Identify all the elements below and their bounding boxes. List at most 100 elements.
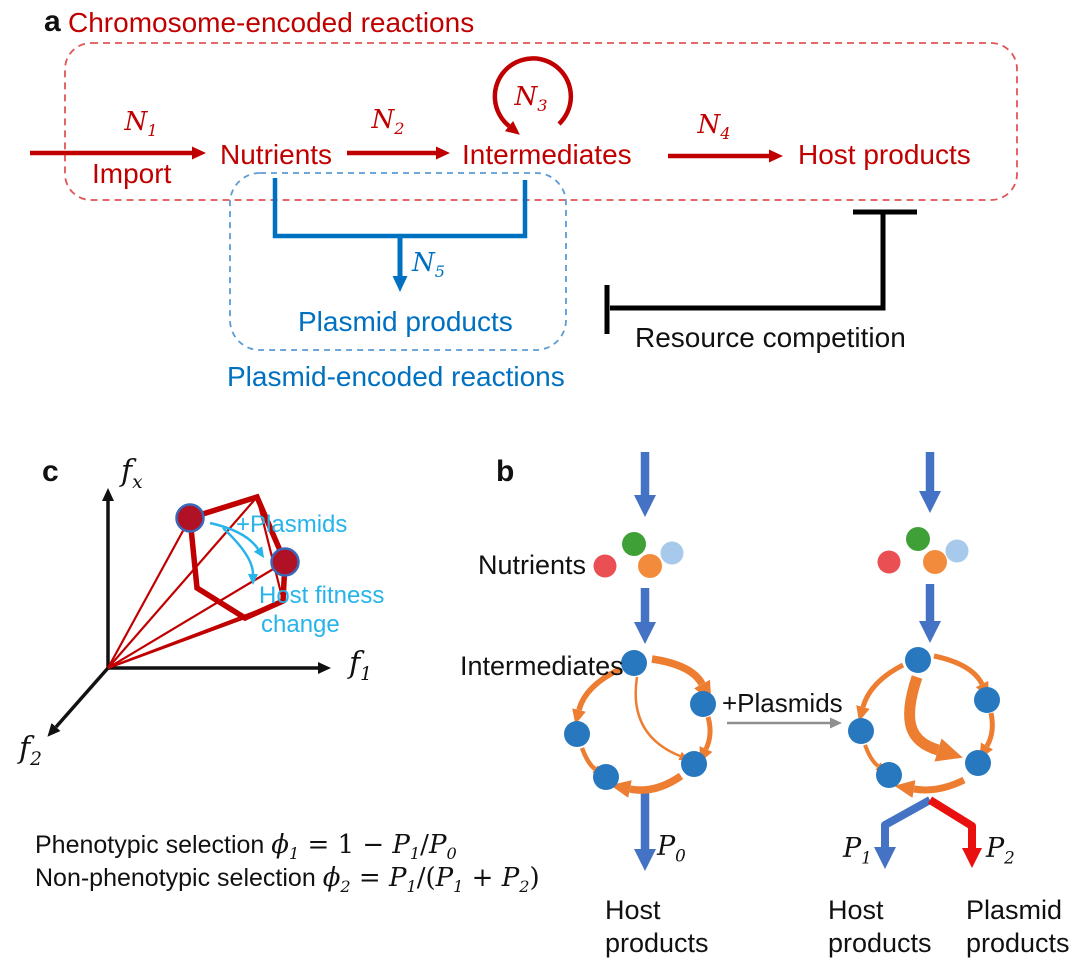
cycle-arc	[979, 712, 995, 760]
cycle-shortcut-thick	[904, 675, 963, 762]
node-nutrients: Nutrients	[220, 139, 333, 170]
axis-label-f1: f1	[349, 646, 372, 684]
plasmids-annotation-c: +Plasmids	[236, 511, 348, 538]
host-products-label-right: Host products	[828, 894, 932, 960]
f2-sub: 2	[30, 749, 42, 770]
panel-a-drawing	[30, 42, 1018, 351]
nutrient-dot-green	[622, 532, 646, 556]
p0-base: P	[657, 831, 676, 862]
plasmid-products-label-b: Plasmid products	[966, 894, 1070, 960]
resource-competition-inhibition-bar	[604, 209, 917, 334]
n4-sub: 4	[720, 124, 731, 144]
flux-label-p0: P0	[657, 831, 686, 866]
p2-sub: 2	[1004, 847, 1015, 868]
formula1-label: Phenotypic selection	[35, 831, 265, 859]
cycle-arc	[572, 666, 622, 725]
panel-c-drawing	[47, 488, 331, 737]
nutrient-dot-lightblue	[945, 539, 969, 563]
intermediate-node	[621, 650, 647, 676]
metabolic-cycle-left	[564, 650, 716, 798]
node-host-products: Host products	[798, 139, 971, 170]
rate-label-n1: N1	[125, 107, 158, 141]
n2-base: N	[371, 105, 395, 135]
axis-label-f2: f2	[19, 731, 42, 769]
formula2-label: Non-phenotypic selection	[35, 864, 316, 892]
cycle-arc	[651, 655, 712, 702]
intermediate-node	[564, 721, 590, 747]
intermediate-node	[690, 691, 716, 717]
rate-label-n4: N4	[698, 110, 731, 144]
phenotypic-selection-formula: Phenotypic selection ϕ1 = 1 − P1/P0	[35, 830, 457, 864]
host-right-line1: Host	[828, 895, 884, 925]
nutrient-dots-left	[593, 532, 684, 578]
n3-sub: 3	[537, 96, 548, 116]
plasmid-collector-bracket	[272, 178, 528, 239]
host-left-line2: products	[605, 928, 709, 958]
panel-b-label: b	[496, 455, 515, 488]
n5-base: N	[412, 248, 435, 278]
formula2-math: ϕ2 = P1/(P1 + P2)	[322, 863, 540, 897]
import-label: Import	[92, 158, 172, 189]
f2-base: f	[19, 731, 31, 766]
cycle-arc	[699, 716, 713, 763]
non-phenotypic-selection-formula: Non-phenotypic selection ϕ2 = P1/(P1 + P…	[35, 863, 540, 897]
n3-base: N	[514, 82, 538, 112]
nutrient-dot-lightblue	[660, 541, 684, 565]
plasmid-reactions-box	[229, 172, 567, 351]
cycle-arc	[863, 744, 887, 772]
panel-a-label: a	[44, 5, 61, 38]
intermediate-node	[965, 750, 991, 776]
n3-self-loop-arrow	[492, 56, 574, 135]
host-products-label-left: Host products	[605, 894, 709, 960]
n5-sub: 5	[434, 262, 445, 282]
p0-sub: 0	[675, 845, 686, 866]
intermediate-node	[593, 764, 619, 790]
axis-label-fx: fx	[121, 454, 143, 492]
host-fitness-point-after	[270, 547, 300, 577]
rate-label-n2: N2	[371, 105, 405, 139]
plasmids-shift-arrow	[209, 521, 265, 559]
axis-f2	[47, 666, 110, 737]
host-fitness-point-before	[175, 503, 205, 533]
plasmids-label-b: +Plasmids	[722, 688, 843, 718]
resource-competition-label: Resource competition	[635, 322, 906, 353]
intermediate-node	[876, 762, 902, 788]
host-fitness-annotation-line2: change	[261, 611, 340, 638]
nutrient-dot-orange	[923, 550, 947, 574]
intermediate-node	[974, 687, 1000, 713]
intermediate-node	[905, 647, 931, 673]
f1-base: f	[349, 646, 361, 681]
nutrient-dots-right	[877, 527, 969, 574]
plasmid-reactions-title: Plasmid-encoded reactions	[227, 361, 565, 392]
metabolic-cycle-right	[848, 647, 1000, 798]
p1-outflow-arrow	[874, 796, 932, 869]
node-plasmid-products: Plasmid products	[298, 306, 513, 337]
p2-outflow-arrow	[927, 796, 982, 868]
flux-label-p1: P1	[843, 833, 872, 865]
cycle-arc	[579, 747, 604, 775]
formula1-math: ϕ1 = 1 − P1/P0	[271, 830, 457, 864]
nutrient-dot-orange	[638, 554, 662, 578]
p1-base: P	[843, 833, 862, 864]
p2-base: P	[986, 833, 1005, 864]
nutrient-dot-red	[877, 550, 901, 574]
host-left-line1: Host	[605, 895, 661, 925]
n1-sub: 1	[147, 121, 158, 141]
plasmid-line2: products	[966, 928, 1070, 958]
cycle-arc	[856, 662, 905, 722]
host-fitness-annotation-line1: Host fitness	[259, 582, 385, 609]
node-intermediates: Intermediates	[462, 139, 632, 170]
cycle-arc	[894, 776, 966, 798]
nutrient-dot-green	[906, 527, 930, 551]
intermediates-label-b: Intermediates	[460, 651, 624, 681]
chromosome-reactions-box	[64, 42, 1018, 201]
nutrient-dot-red	[593, 554, 617, 578]
fx-base: f	[121, 454, 133, 489]
host-right-line2: products	[828, 928, 932, 958]
nutrients-label-b: Nutrients	[478, 550, 587, 580]
cycle-arc	[933, 653, 989, 698]
plasmid-line1: Plasmid	[966, 895, 1063, 925]
n2-sub: 2	[394, 119, 405, 139]
